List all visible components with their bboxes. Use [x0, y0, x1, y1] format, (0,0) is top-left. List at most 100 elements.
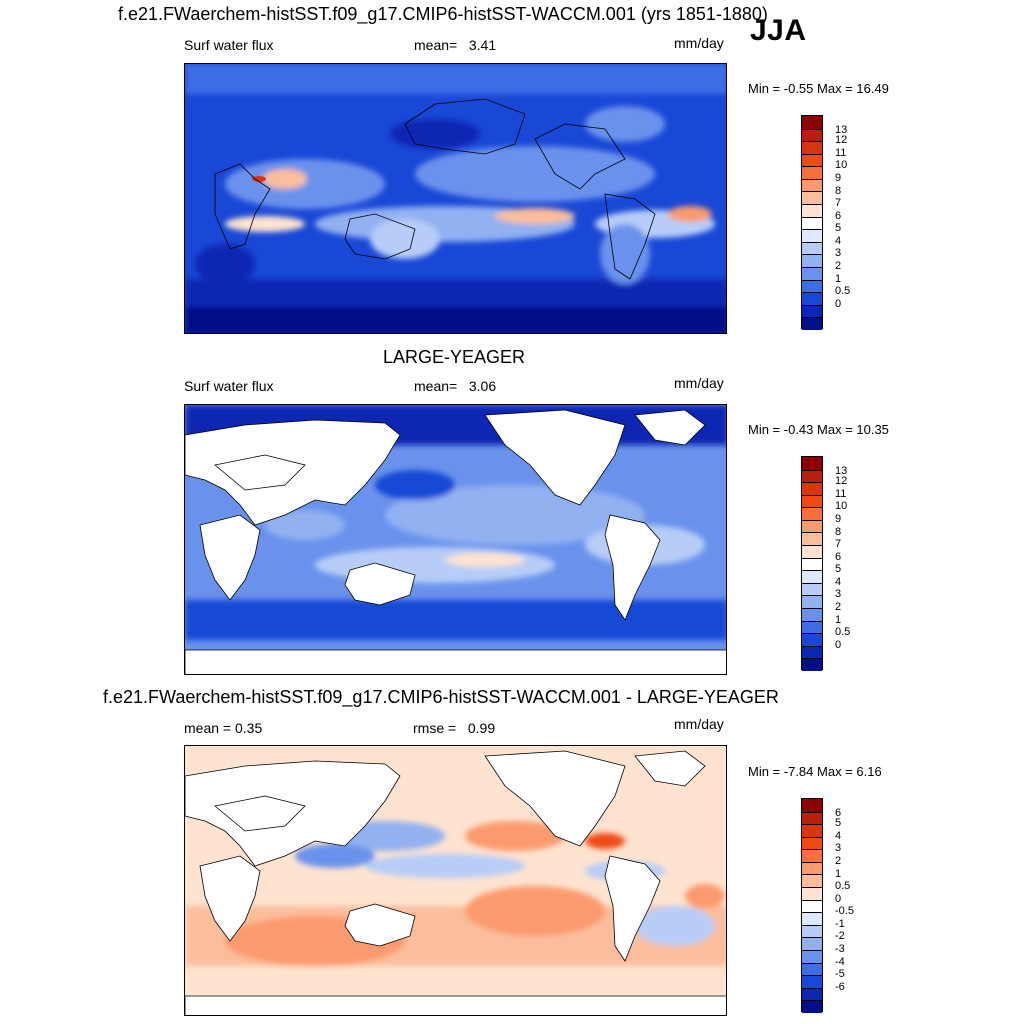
panel-2-colorbar-tick-label: 3 [835, 588, 842, 601]
panel-3-colorbar-swatch [802, 987, 822, 1001]
panel-3-colorbar-swatch [802, 861, 822, 875]
panel-1-map-svg [185, 64, 726, 333]
panel-1-max-spot [252, 176, 266, 182]
panel-2-colorbar-tick-label: 0 [835, 638, 842, 651]
panel-2-colorbar-swatch [802, 532, 822, 546]
panel-1-mean-value: 3.41 [468, 37, 497, 53]
panel-1-colorbar-swatch [802, 191, 822, 205]
panel-1-colorbar-tick-label: 13 [835, 123, 848, 136]
panel-1-title: f.e21.FWaerchem-histSST.f09_g17.CMIP6-hi… [118, 4, 768, 24]
panel-3-colorbar-tick-label: 4 [835, 829, 842, 842]
panel-3-colorbar-tick-label: -3 [835, 943, 845, 956]
panel-2-colorbar-tick-label: 2 [835, 601, 842, 614]
panel-3-colorbar-tick-label: -0.5 [835, 905, 854, 918]
panel-2-mean-value: 3.06 [468, 378, 497, 394]
panel-1-colorbar-tick-label: 1 [835, 272, 842, 285]
panel-1-colorbar-swatch [802, 279, 822, 293]
panel-1-map [184, 63, 727, 334]
panel-2-colorbar-tick-label: 8 [835, 525, 842, 538]
panel-2-colorbar-swatch [802, 570, 822, 583]
panel-2-colorbar-swatch [802, 658, 822, 671]
panel-2-land-mask [185, 409, 726, 674]
panel-2-colorbar-swatch [802, 482, 822, 495]
panel-1-colorbar-tick-label: 0 [835, 297, 842, 310]
panel-3-colorbar-swatch [802, 836, 822, 850]
panel-1-coastlines [214, 98, 656, 280]
panel-1-colorbar-tick-label: 2 [835, 260, 842, 273]
panel-3-map-svg [185, 746, 726, 1015]
panel-2-colorbar-swatch [802, 620, 822, 634]
panel-2-colorbar-swatch [802, 545, 822, 558]
panel-3-colorbar-tick-label: 3 [835, 842, 842, 855]
panel-3-colorbar-tick-label: -5 [835, 968, 845, 981]
panel-2-mean-text: mean= [414, 378, 458, 394]
panel-3-colorbar-swatch [802, 937, 822, 950]
panel-3-colorbar-swatch [802, 874, 822, 888]
panel-3-colorbar-tick-label: -6 [835, 980, 845, 993]
panel-2-colorbar-tick-label: 0.5 [835, 626, 851, 639]
panel-2-title: LARGE-YEAGER [383, 347, 526, 367]
panel-1-colorbar-tick-label: 12 [835, 134, 848, 147]
panel-1-colorbar-swatch [802, 292, 822, 305]
panel-2-colorbar-swatch [802, 595, 822, 608]
panel-2-colorbar-swatch [802, 557, 822, 571]
panel-1-colorbar [801, 115, 823, 330]
panel-1-colorbar-swatch [802, 141, 822, 154]
panel-1-colorbar-swatch [802, 178, 822, 192]
panel-2-colorbar-swatch [802, 519, 822, 533]
panel-1-colorbar-tick-label: 11 [835, 146, 847, 159]
panel-1-minmax: Min = -0.55 Max = 16.49 [748, 81, 889, 96]
panel-2-colorbar-tick-label: 9 [835, 512, 842, 525]
panel-3-colorbar [801, 798, 823, 1013]
panel-2-map [184, 404, 727, 675]
panel-1-colorbar-swatch [802, 229, 822, 242]
panel-3-title: f.e21.FWaerchem-histSST.f09_g17.CMIP6-hi… [103, 687, 779, 707]
panel-1-colorbar-tick-label: 5 [835, 222, 842, 235]
panel-2-colorbar-tick-label: 10 [835, 500, 848, 513]
panel-3-rmse-value: 0.99 [467, 720, 496, 736]
panel-2-colorbar-tick-label: 7 [835, 538, 842, 551]
panel-1-colorbar-tick-label: 9 [835, 171, 842, 184]
panel-1-variable-label: Surf water flux [184, 37, 274, 53]
panel-2-mean-label: mean= 3.06 [414, 378, 496, 394]
panel-3-colorbar-swatch [802, 799, 822, 812]
panel-3-colorbar-swatch [802, 899, 822, 913]
panel-1-colorbar-swatch [802, 241, 822, 255]
panel-1-colorbar-swatch [802, 216, 822, 230]
panel-1-colorbar-swatch [802, 166, 822, 179]
panel-1-mean-label: mean= 3.41 [414, 37, 496, 53]
panel-2-colorbar-swatch [802, 633, 822, 646]
panel-3-colorbar-tick-label: 6 [835, 806, 842, 819]
panel-3-colorbar-tick-label: 2 [835, 854, 842, 867]
panel-3-colorbar-tick-label: -2 [835, 930, 845, 943]
panel-2-colorbar-tick-label: 11 [835, 487, 847, 500]
panel-2-variable-label: Surf water flux [184, 378, 274, 394]
panel-1-colorbar-swatch [802, 116, 822, 129]
panel-1-colorbar-swatch [802, 254, 822, 267]
season-label: JJA [750, 14, 807, 47]
panel-1-colorbar-tick-label: 6 [835, 209, 842, 222]
panel-2-map-svg [185, 405, 726, 674]
panel-2-units: mm/day [674, 375, 724, 391]
panel-3-colorbar-tick-label: -4 [835, 955, 845, 968]
panel-3-colorbar-swatch [802, 887, 822, 900]
panel-1-colorbar-tick-label: 8 [835, 184, 842, 197]
panel-3-colorbar-tick-label: 1 [835, 867, 842, 880]
panel-3-colorbar-swatch [802, 962, 822, 976]
panel-2-colorbar-swatch [802, 582, 822, 596]
panel-3-colorbar-swatch [802, 949, 822, 963]
panel-1-colorbar-swatch [802, 128, 822, 142]
panel-1-colorbar-swatch [802, 204, 822, 217]
panel-3-field [185, 821, 726, 966]
panel-2-colorbar-tick-label: 13 [835, 464, 848, 477]
panel-1-colorbar-swatch [802, 304, 822, 318]
panel-1-colorbar-swatch [802, 317, 822, 330]
panel-2-colorbar-swatch [802, 457, 822, 470]
panel-2-colorbar-tick-label: 5 [835, 563, 842, 576]
panel-3-units: mm/day [674, 716, 724, 732]
panel-2-colorbar-tick-label: 1 [835, 613, 842, 626]
panel-3-minmax: Min = -7.84 Max = 6.16 [748, 764, 882, 779]
panel-3-rmse-label: rmse = 0.99 [413, 720, 495, 736]
panel-3-mean-label: mean = 0.35 [184, 720, 263, 736]
panel-3-colorbar-tick-label: -1 [835, 917, 845, 930]
